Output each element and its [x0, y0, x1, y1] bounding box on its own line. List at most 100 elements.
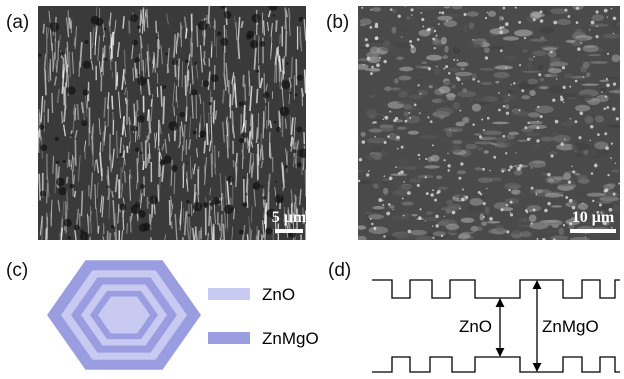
texture: [396, 136, 400, 140]
texture: [527, 62, 531, 69]
texture: [52, 93, 53, 113]
texture: [245, 84, 246, 101]
texture: [363, 64, 364, 65]
texture: [452, 5, 462, 9]
texture: [365, 44, 369, 48]
texture: [443, 55, 448, 59]
texture: [505, 67, 507, 69]
texture: [495, 81, 499, 84]
texture: [566, 40, 576, 43]
texture: [579, 111, 583, 115]
texture: [526, 211, 528, 213]
texture: [215, 145, 216, 168]
texture: [539, 27, 555, 34]
texture: [515, 7, 517, 9]
texture: [553, 21, 557, 25]
texture: [540, 19, 544, 23]
texture: [491, 46, 503, 50]
texture: [411, 8, 414, 11]
texture: [604, 9, 608, 13]
texture: [67, 177, 68, 184]
texture: [448, 67, 460, 71]
texture: [411, 45, 414, 48]
texture: [156, 36, 159, 39]
texture: [409, 178, 422, 183]
texture: [393, 209, 394, 210]
texture: [214, 100, 215, 123]
texture: [517, 167, 521, 171]
scale-bar: [570, 229, 616, 233]
texture: [510, 213, 513, 216]
texture: [186, 200, 189, 203]
texture: [278, 197, 283, 202]
texture: [161, 86, 162, 107]
texture: [380, 45, 398, 52]
texture: [575, 37, 587, 40]
texture: [452, 211, 456, 215]
texture: [531, 167, 532, 168]
texture: [556, 78, 558, 80]
texture: [56, 177, 65, 186]
texture: [69, 18, 70, 29]
texture: [356, 235, 362, 241]
texture: [607, 183, 616, 187]
texture: [531, 187, 534, 190]
texture: [444, 46, 448, 53]
texture: [385, 116, 389, 120]
texture: [417, 38, 420, 41]
texture: [73, 157, 74, 171]
texture: [481, 119, 483, 121]
texture: [207, 123, 208, 145]
texture: [392, 27, 397, 34]
texture: [446, 200, 453, 205]
texture: [600, 238, 617, 240]
texture: [112, 96, 113, 110]
texture: [527, 79, 538, 85]
texture: [418, 154, 421, 157]
texture: [591, 156, 601, 158]
texture: [550, 51, 553, 54]
texture: [572, 170, 575, 173]
texture: [459, 110, 461, 112]
texture: [259, 65, 260, 88]
texture: [502, 18, 504, 20]
texture: [536, 238, 538, 240]
texture: [408, 112, 410, 114]
texture: [127, 146, 128, 153]
texture: [211, 153, 212, 177]
texture: [416, 236, 435, 243]
texture: [389, 177, 393, 181]
texture: [518, 158, 526, 160]
texture: [425, 220, 426, 221]
texture: [463, 13, 466, 16]
texture: [417, 3, 436, 10]
texture: [430, 120, 433, 123]
texture: [403, 181, 405, 183]
texture: [599, 204, 602, 207]
texture: [529, 160, 547, 167]
texture: [198, 21, 208, 31]
texture: [404, 111, 409, 116]
texture: [460, 68, 464, 71]
texture: [489, 217, 493, 221]
texture: [361, 132, 366, 137]
texture: [297, 162, 302, 167]
texture: [398, 172, 401, 175]
texture: [544, 220, 562, 226]
texture: [474, 97, 492, 102]
texture: [103, 58, 107, 62]
texture: [383, 60, 386, 63]
texture: [520, 231, 532, 237]
texture: [425, 176, 427, 178]
texture: [487, 117, 490, 120]
texture: [504, 139, 515, 147]
texture: [528, 122, 530, 124]
texture: [197, 26, 198, 47]
texture: [537, 65, 543, 70]
texture: [168, 121, 178, 131]
texture: [256, 70, 259, 73]
texture: [532, 208, 535, 211]
texture: [432, 38, 435, 41]
texture: [439, 138, 449, 143]
texture: [110, 233, 111, 241]
